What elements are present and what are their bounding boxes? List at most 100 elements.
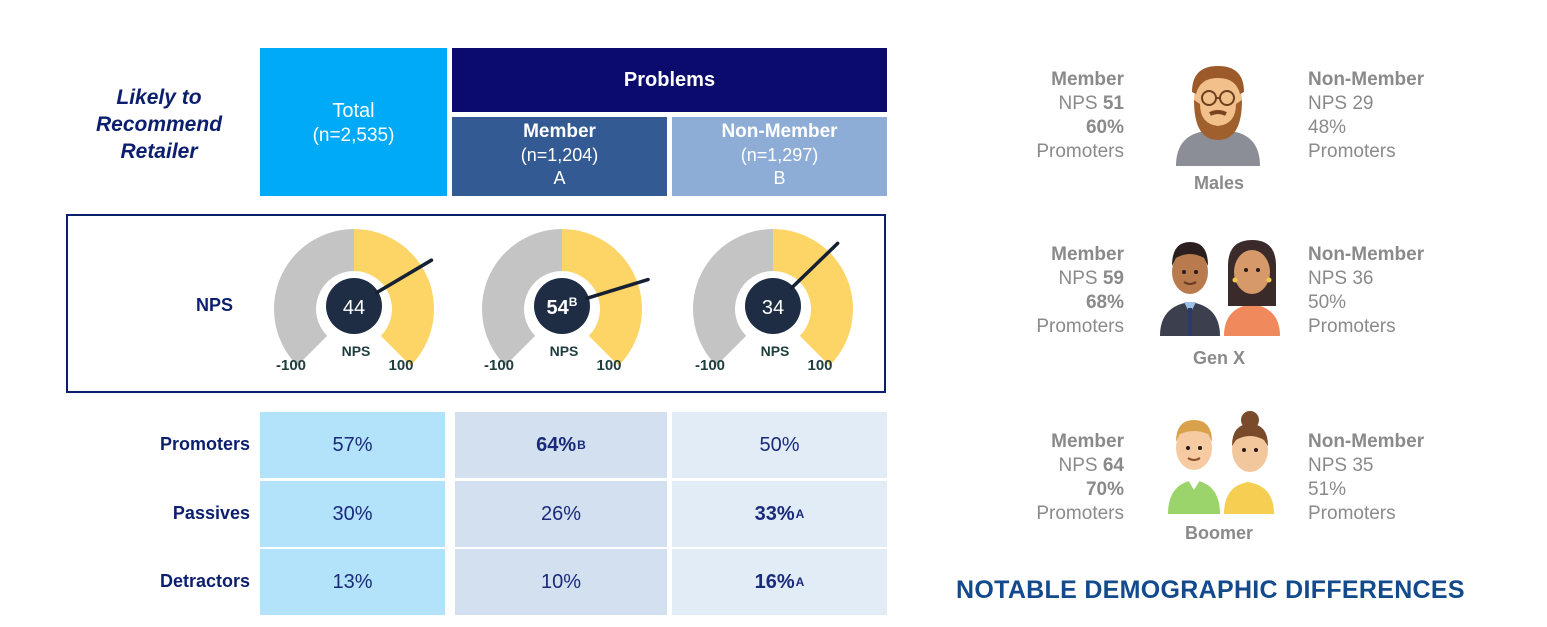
gauge-needle <box>789 241 840 290</box>
nps-line: NPS 64 <box>994 454 1125 478</box>
nonmember-letter: B <box>773 168 786 188</box>
nps-value: 64 <box>1102 455 1124 476</box>
promoter-pct: 70% <box>1085 479 1124 500</box>
table-cell: 64% B <box>455 412 667 478</box>
promoters-label: Promoters <box>1036 503 1124 524</box>
member-n: (n=1,204) <box>520 145 599 165</box>
label-line: Recommend <box>95 113 223 136</box>
segment-label: Non-Member <box>1308 69 1425 90</box>
gauge-needle <box>374 258 434 295</box>
significance-marker: A <box>795 507 805 521</box>
table-cell: 26% <box>455 481 667 547</box>
nps-row-label: NPS <box>196 295 234 315</box>
member-label: Member <box>523 121 596 142</box>
cell-value: 57% <box>332 433 373 456</box>
boomer-couple-icon <box>1168 411 1274 514</box>
male-bearded-icon <box>1176 66 1260 166</box>
gauge-hub <box>326 278 382 334</box>
nonmember-n: (n=1,297) <box>740 145 819 165</box>
table-cell: 13% <box>260 549 445 615</box>
nps-prefix: NPS <box>1058 455 1098 476</box>
cell-value: 10% <box>540 570 582 593</box>
table-cell: 33% A <box>672 481 887 547</box>
demo-nonmember-stats: Non-Member NPS 35 51% Promoters <box>1308 430 1438 526</box>
promoters-label: Promoters <box>1036 316 1124 337</box>
demo-member-stats: Member NPS 51 60% Promoters <box>994 68 1124 164</box>
label-line: Retailer <box>120 140 198 163</box>
promoter-pct: 48% <box>1308 117 1347 138</box>
total-n: (n=2,535) <box>312 125 395 146</box>
segment-label: Member <box>1051 244 1124 265</box>
table-cell: 16% A <box>672 549 887 615</box>
cell-value: 50% <box>759 433 800 456</box>
demo-group-name: Males <box>1193 173 1245 193</box>
gauge-value-number: 34 <box>762 297 784 319</box>
gauge-caption: NPS <box>761 343 790 359</box>
nps-panel <box>66 214 886 393</box>
gauge-max-label: 100 <box>596 357 621 374</box>
row-label-passives: Passives <box>172 503 250 523</box>
likely-to-recommend-label: Likely to Recommend Retailer <box>70 84 248 165</box>
notable-demographic-title: NOTABLE DEMOGRAPHIC DIFFERENCES <box>956 576 1465 604</box>
gauge-value-number: 44 <box>343 297 365 319</box>
gauge-max-label: 100 <box>388 357 413 374</box>
cell-value: 26% <box>540 502 582 525</box>
gauge-min-label: -100 <box>276 357 306 374</box>
nps-value: 36 <box>1352 268 1374 289</box>
gauge-value: 54B <box>547 295 578 319</box>
gen-x-couple-icon <box>1160 240 1280 336</box>
gauge-negative-arc <box>481 229 562 366</box>
cell-value: 33% <box>754 502 795 525</box>
nps-prefix: NPS <box>1058 93 1098 114</box>
nps-prefix: NPS <box>1058 268 1098 289</box>
segment-label: Non-Member <box>1308 431 1425 452</box>
gauge-hub <box>745 278 801 334</box>
segment-label: Non-Member <box>1308 244 1425 265</box>
row-label-promoters: Promoters <box>159 434 250 454</box>
nps-prefix: NPS <box>1308 93 1348 114</box>
demo-group-name: Gen X <box>1192 348 1245 368</box>
nps-value: 35 <box>1352 455 1374 476</box>
significance-marker: B <box>577 438 586 452</box>
gauge-value: 34 <box>762 297 784 319</box>
gauge-caption: NPS <box>342 343 371 359</box>
promoters-label: Promoters <box>1308 141 1396 162</box>
problems-header: Problems <box>452 48 887 112</box>
member-header: Member (n=1,204) A <box>452 117 667 196</box>
promoters-label: Promoters <box>1308 503 1396 524</box>
nonmember-label: Non-Member <box>721 121 838 142</box>
table-cell: 57% <box>260 412 445 478</box>
gauge-needle <box>585 277 650 301</box>
nps-value: 29 <box>1352 93 1374 114</box>
nonmember-header: Non-Member (n=1,297) B <box>672 117 887 196</box>
nps-line: NPS 35 <box>1308 454 1438 478</box>
nps-line: NPS 59 <box>994 267 1125 291</box>
total-label: Total <box>332 100 375 122</box>
gauge-value: 44 <box>343 297 365 319</box>
table-cell: 10% <box>455 549 667 615</box>
gauge-positive-arc <box>354 229 434 366</box>
promoter-pct: 68% <box>1085 292 1124 313</box>
cell-value: 30% <box>332 502 373 525</box>
nps-gauges: 44 NPS -100 100 54B NPS -100 100 34 NPS -100 100 <box>274 229 853 374</box>
segment-label: Member <box>1051 69 1124 90</box>
promoter-pct: 51% <box>1308 479 1347 500</box>
table-cell: 50% <box>672 412 887 478</box>
gauge-hub <box>534 278 590 334</box>
table-cell: 30% <box>260 481 445 547</box>
row-label-detractors: Detractors <box>159 571 250 591</box>
promoters-label: Promoters <box>1036 141 1124 162</box>
gauge-negative-arc <box>693 229 773 366</box>
demo-member-stats: Member NPS 59 68% Promoters <box>994 243 1124 339</box>
significance-marker: A <box>795 575 805 589</box>
total-header: Total (n=2,535) <box>260 48 447 196</box>
gauge-positive-arc <box>562 229 642 366</box>
segment-label: Member <box>1051 431 1124 452</box>
label-line: Likely to <box>116 86 202 109</box>
demo-member-stats: Member NPS 64 70% Promoters <box>994 430 1124 526</box>
gauge-negative-arc <box>274 229 354 366</box>
cell-value: 16% <box>754 570 795 593</box>
promoter-pct: 60% <box>1085 117 1124 138</box>
gauge-max-label: 100 <box>807 357 832 374</box>
gauge-value-number: 54 <box>547 297 570 319</box>
